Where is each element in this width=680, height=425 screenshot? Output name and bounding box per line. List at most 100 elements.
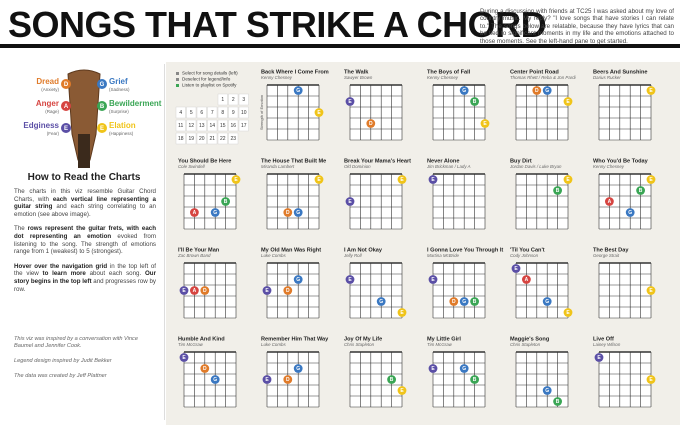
dot-letter: E (483, 121, 487, 127)
emotion-dot (314, 108, 324, 117)
nav-number: 19 (188, 136, 194, 142)
text-run: The (14, 225, 28, 233)
nav-number: 17 (241, 123, 247, 129)
song-artist: Zac Brown Band (177, 253, 211, 258)
emotion-dot (636, 186, 645, 195)
page-title: SONGS THAT STRIKE A CHORD (8, 4, 547, 45)
nav-cell[interactable] (196, 132, 207, 145)
nav-cell[interactable] (228, 93, 239, 106)
dot-letter: G (545, 88, 549, 94)
nav-cell[interactable] (186, 132, 197, 145)
fretboard (267, 263, 319, 318)
fretboard (599, 352, 651, 407)
nav-cell[interactable] (228, 106, 239, 119)
emotion-dot (221, 197, 231, 206)
fretboard (599, 85, 651, 140)
legend-letter: E (100, 126, 104, 132)
nav-cell[interactable] (207, 119, 218, 132)
dot-letter: B (556, 188, 560, 194)
bold-run: each vertical line representing a guitar… (14, 195, 156, 211)
nav-icon (176, 84, 179, 87)
nav-cell[interactable] (217, 119, 228, 132)
dot-letter: E (400, 310, 404, 316)
fretboard (267, 352, 319, 407)
nav-cell[interactable] (186, 119, 197, 132)
song-artist: Kenny Chesney (261, 75, 293, 80)
song-artist: Sawyer Brown (344, 75, 373, 80)
dot-letter: B (556, 399, 560, 405)
nav-icon (176, 72, 179, 75)
legend-note: (Rage) (45, 109, 59, 114)
nav-cell[interactable] (238, 93, 249, 106)
nav-cell[interactable] (175, 106, 186, 119)
emotion-dot (428, 175, 438, 184)
emotion-dot (594, 353, 604, 362)
nav-cell[interactable] (238, 106, 249, 119)
dot-letter: G (379, 299, 383, 305)
nav-number: 7 (211, 110, 214, 116)
nav-number: 11 (178, 123, 183, 129)
nav-cell[interactable] (196, 106, 207, 119)
nav-cell[interactable] (186, 106, 197, 119)
emotion-dot (293, 275, 303, 284)
emotion-dot (459, 364, 469, 373)
dot-letter: E (348, 277, 352, 283)
legend-name: Grief (109, 77, 128, 86)
legend-dot (97, 79, 107, 89)
song-title: Who You'd Be Today (593, 158, 649, 164)
nav-cell[interactable] (228, 132, 239, 145)
emotion-dot (262, 286, 272, 295)
legend-dot (97, 123, 107, 133)
nav-cell[interactable] (217, 106, 228, 119)
nav-cell[interactable] (217, 93, 228, 106)
emotion-dot (459, 297, 469, 306)
legend-note: (Surprise) (109, 109, 129, 114)
song-artist: Miranda Lambert (261, 164, 295, 169)
credit: This viz was inspired by a conversation … (14, 336, 138, 349)
emotion-dot (283, 286, 293, 295)
song-title: Joy Of My Life (344, 336, 382, 342)
emotion-dot (210, 208, 220, 217)
dot-letter: D (535, 88, 539, 94)
fretboard (350, 263, 402, 318)
dot-letter: A (193, 288, 197, 294)
emotion-dot (553, 397, 562, 406)
dot-letter: E (649, 288, 653, 294)
fretboard (433, 85, 485, 140)
emotion-dot (231, 175, 241, 184)
dot-letter: A (608, 199, 612, 205)
song-artist: Cody Johnson (510, 253, 539, 258)
nav-cell[interactable] (228, 119, 239, 132)
chart-area-bg (166, 62, 680, 425)
emotion-dot (542, 86, 552, 95)
dot-letter: E (265, 288, 269, 294)
dot-letter: E (431, 277, 435, 283)
nav-cell[interactable] (175, 132, 186, 145)
emotion-dot (646, 175, 656, 184)
song-title: My Little Girl (427, 336, 461, 342)
nav-cell[interactable] (196, 119, 207, 132)
nav-cell[interactable] (207, 106, 218, 119)
dot-letter: D (369, 121, 373, 127)
song-artist: Tim McGraw (427, 342, 453, 347)
nav-cell[interactable] (207, 132, 218, 145)
nav-number: 13 (199, 123, 205, 129)
dot-letter: B (473, 299, 477, 305)
fretboard (516, 263, 568, 318)
emotion-dot (625, 208, 635, 217)
nav-number: 9 (232, 110, 235, 116)
nav-cell[interactable] (217, 132, 228, 145)
emotion-dot (428, 364, 438, 373)
emotion-dot (646, 286, 656, 295)
text-run: and each string correlating to an emotio… (14, 203, 156, 218)
title-rule (0, 44, 680, 48)
song-artist: George Strait (593, 253, 620, 258)
nav-cell[interactable] (238, 119, 249, 132)
emotion-dot (283, 375, 293, 384)
dot-letter: E (317, 177, 321, 183)
dot-letter: E (265, 377, 269, 383)
emotion-dot (459, 86, 469, 95)
song-title: The House That Built Me (261, 158, 326, 164)
how-to-text: The charts in this viz resemble Guitar C… (14, 188, 156, 300)
nav-cell[interactable] (175, 119, 186, 132)
